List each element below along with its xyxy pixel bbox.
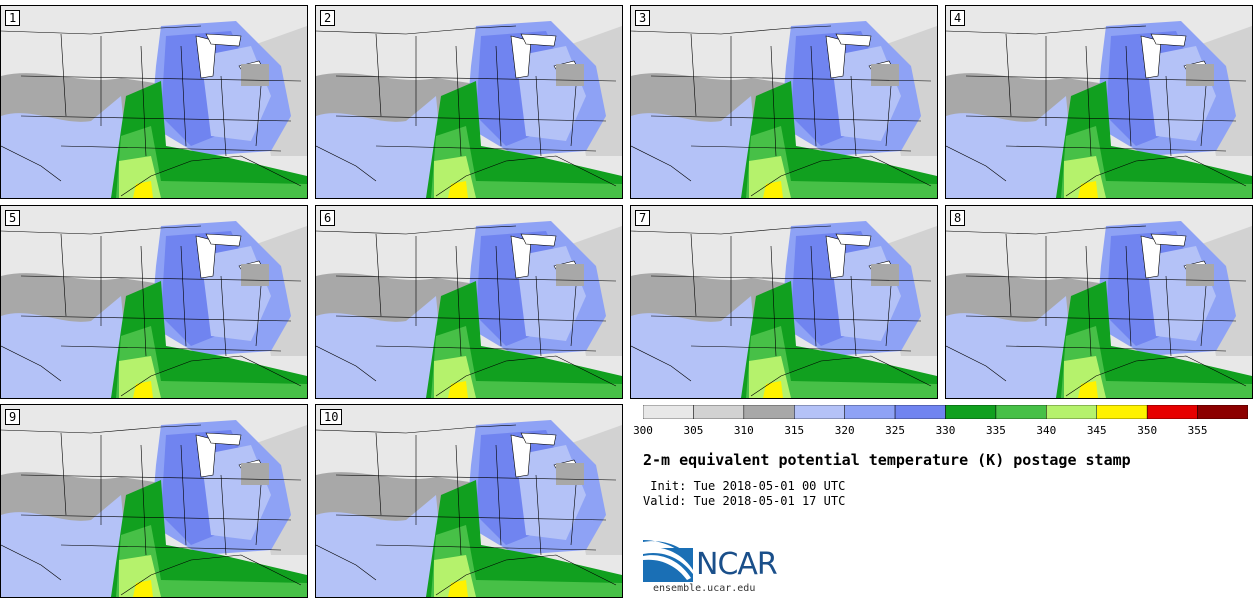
colorbar-tick-label: 310: [733, 424, 754, 437]
colorbar-tick-label: 300: [633, 424, 653, 437]
panel-number-label: 4: [950, 10, 966, 26]
postage-stamp-panel-5: 5: [0, 205, 308, 399]
colorbar-tick-label: 345: [1086, 424, 1107, 437]
panel-number-label: 1: [5, 10, 21, 26]
postage-stamp-panel-3: 3: [630, 5, 938, 199]
panel-number-label: 9: [5, 409, 21, 425]
colorbar-tick-label: 335: [985, 424, 1006, 437]
panel-number-label: 3: [635, 10, 651, 26]
colorbar-bin-0: [643, 405, 694, 419]
colorbar-bin-7: [995, 405, 1047, 419]
panel-number-label: 6: [320, 210, 336, 226]
colorbar-bin-10: [1146, 405, 1198, 419]
panel-number-label: 2: [320, 10, 336, 26]
colorbar-tick-label: 355: [1187, 424, 1208, 437]
colorbar-bin-1: [693, 405, 745, 419]
colorbar-tick-label: 330: [935, 424, 956, 437]
figure-title: 2-m equivalent potential temperature (K)…: [643, 451, 1131, 469]
valid-time: Valid: Tue 2018-05-01 17 UTC: [643, 494, 846, 508]
colorbar-tick-label: 325: [885, 424, 906, 437]
colorbar-bin-8: [1046, 405, 1098, 419]
map-plot: [1, 206, 307, 398]
map-plot: [631, 206, 937, 398]
colorbar-tick-label: 315: [784, 424, 805, 437]
colorbar-bin-11: [1197, 405, 1248, 419]
ncar-logo-icon: [643, 540, 693, 582]
map-plot: [1, 6, 307, 198]
colorbar-tick-label: 320: [834, 424, 855, 437]
map-plot: [316, 206, 622, 398]
postage-stamp-panel-9: 9: [0, 404, 308, 598]
panel-number-label: 8: [950, 210, 966, 226]
postage-stamp-panel-8: 8: [945, 205, 1253, 399]
postage-stamp-panel-4: 4: [945, 5, 1253, 199]
map-plot: [946, 6, 1252, 198]
colorbar-tick-label: 340: [1036, 424, 1057, 437]
logo-wordmark: NCAR: [696, 547, 778, 582]
colorbar-bin-5: [894, 405, 946, 419]
logo-url[interactable]: ensemble.ucar.edu: [653, 583, 756, 594]
postage-stamp-panel-10: 10: [315, 404, 623, 598]
colorbar-bin-9: [1096, 405, 1148, 419]
postage-stamp-panel-2: 2: [315, 5, 623, 199]
panel-number-label: 10: [320, 409, 343, 425]
map-plot: [316, 405, 622, 597]
colorbar-tick-label: 350: [1137, 424, 1158, 437]
colorbar-bin-6: [945, 405, 997, 419]
colorbar: [643, 405, 1248, 419]
panel-number-label: 5: [5, 210, 21, 226]
colorbar-tick-label: 305: [683, 424, 704, 437]
postage-stamp-panel-6: 6: [315, 205, 623, 399]
map-plot: [316, 6, 622, 198]
colorbar-bin-4: [844, 405, 896, 419]
colorbar-bin-2: [743, 405, 795, 419]
init-time: Init: Tue 2018-05-01 00 UTC: [643, 479, 846, 493]
postage-stamp-panel-7: 7: [630, 205, 938, 399]
postage-stamp-panel-1: 1: [0, 5, 308, 199]
map-plot: [1, 405, 307, 597]
panel-number-label: 7: [635, 210, 651, 226]
map-plot: [946, 206, 1252, 398]
colorbar-bin-3: [794, 405, 845, 419]
map-plot: [631, 6, 937, 198]
